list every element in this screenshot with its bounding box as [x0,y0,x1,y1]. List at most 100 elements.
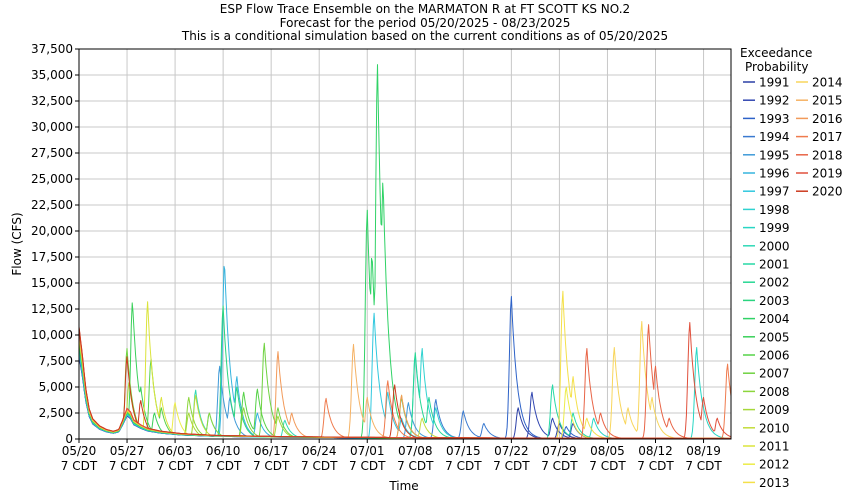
series-line-2014 [78,321,731,439]
series-layer [78,64,732,440]
y-tick-label: 15,000 [31,276,73,290]
chart-subtitle-conditions: This is a conditional simulation based o… [181,29,668,43]
legend-label-1996: 1996 [759,167,790,181]
legend-label-2016: 2016 [812,112,843,126]
legend-label-2005: 2005 [759,330,790,344]
y-tick-label: 5,000 [39,380,73,394]
x-tick-time: 7 CDT [589,459,626,473]
x-tick-time: 7 CDT [541,459,578,473]
x-tick-time: 7 CDT [301,459,338,473]
x-tick-date: 06/10 [206,444,241,458]
legend-label-1995: 1995 [759,148,790,162]
y-tick-label: 2,500 [39,406,73,420]
legend-label-2017: 2017 [812,130,843,144]
x-tick-date: 07/15 [446,444,481,458]
x-tick-date: 08/19 [686,444,721,458]
x-tick-time: 7 CDT [637,459,674,473]
series-line-2007 [78,339,731,439]
legend-label-2001: 2001 [759,258,790,272]
series-line-2016 [78,330,731,439]
grid-lines [78,48,731,440]
x-tick-date: 05/20 [62,444,97,458]
legend-label-2011: 2011 [759,440,790,454]
x-tick-date: 08/05 [590,444,625,458]
series-line-2018 [78,324,731,439]
y-tick-label: 25,000 [31,172,73,186]
legend-label-1994: 1994 [759,130,790,144]
x-tick-time: 7 CDT [109,459,146,473]
x-tick-date: 07/29 [542,444,577,458]
series-line-2017 [78,329,732,439]
series-line-2006 [78,340,731,439]
series-line-2009 [78,337,731,439]
legend-label-2020: 2020 [812,185,843,199]
series-line-2011 [78,301,732,439]
legend-label-1997: 1997 [759,185,790,199]
legend-label-2012: 2012 [759,458,790,472]
legend-label-2013: 2013 [759,476,790,490]
x-tick-time: 7 CDT [205,459,242,473]
legend-label-2019: 2019 [812,167,843,181]
x-tick-time: 7 CDT [445,459,482,473]
x-tick-date: 06/17 [254,444,289,458]
legend-label-2018: 2018 [812,148,843,162]
x-tick-date: 06/03 [158,444,193,458]
legend-label-2006: 2006 [759,349,790,363]
series-line-2019 [78,322,732,439]
series-line-2008 [78,338,731,439]
x-tick-time: 7 CDT [397,459,434,473]
legend-label-2009: 2009 [759,403,790,417]
legend-label-1991: 1991 [759,76,790,90]
legend-label-2015: 2015 [812,94,843,108]
y-tick-label: 32,500 [31,94,73,108]
series-line-2015 [78,331,731,439]
x-tick-time: 7 CDT [157,459,194,473]
x-tick-time: 7 CDT [493,459,530,473]
legend-label-2000: 2000 [759,239,790,253]
legend-label-1998: 1998 [759,203,790,217]
legend-label-1993: 1993 [759,112,790,126]
legend-label-2008: 2008 [759,385,790,399]
x-tick-date: 07/08 [398,444,433,458]
y-tick-label: 22,500 [31,198,73,212]
y-tick-label: 30,000 [31,120,73,134]
x-tick-time: 7 CDT [253,459,290,473]
y-axis-ticks: 0 2,500 5,000 7,500 10,000 12,500 15,000 17,500… [31,42,79,446]
x-tick-date: 08/12 [638,444,673,458]
x-tick-date: 07/01 [350,444,385,458]
x-tick-time: 7 CDT [61,459,98,473]
x-axis-label: Time [388,479,418,493]
y-tick-label: 10,000 [31,328,73,342]
series-line-2020 [78,326,731,439]
chart-title: ESP Flow Trace Ensemble on the MARMATON … [220,2,630,16]
series-line-1993 [78,296,731,439]
y-tick-label: 37,500 [31,42,73,56]
x-tick-date: 07/22 [494,444,529,458]
legend: 1991 1992 1993 1994 1995 1996 1997 1998 1999 2000… [743,76,843,490]
series-line-2004 [78,64,731,439]
series-line-2010 [78,336,731,439]
y-tick-label: 0 [65,432,73,446]
legend-title-line2: Probability [745,60,808,74]
legend-label-1992: 1992 [759,94,790,108]
chart-subtitle: Forecast for the period 05/20/2025 - 08/… [280,16,571,30]
series-line-2005 [78,302,731,439]
x-tick-date: 05/27 [110,444,145,458]
legend-label-2014: 2014 [812,76,843,90]
legend-label-1999: 1999 [759,221,790,235]
legend-label-2007: 2007 [759,367,790,381]
legend-label-2010: 2010 [759,421,790,435]
legend-label-2004: 2004 [759,312,790,326]
legend-title-line1: Exceedance [740,46,812,60]
y-tick-label: 20,000 [31,224,73,238]
y-tick-label: 27,500 [31,146,73,160]
y-tick-label: 35,000 [31,68,73,82]
x-tick-date: 06/24 [302,444,337,458]
plot-area-frame [78,48,732,440]
y-axis-label: Flow (CFS) [10,212,24,275]
y-tick-label: 7,500 [39,354,73,368]
legend-label-2003: 2003 [759,294,790,308]
series-line-2003 [78,305,731,439]
